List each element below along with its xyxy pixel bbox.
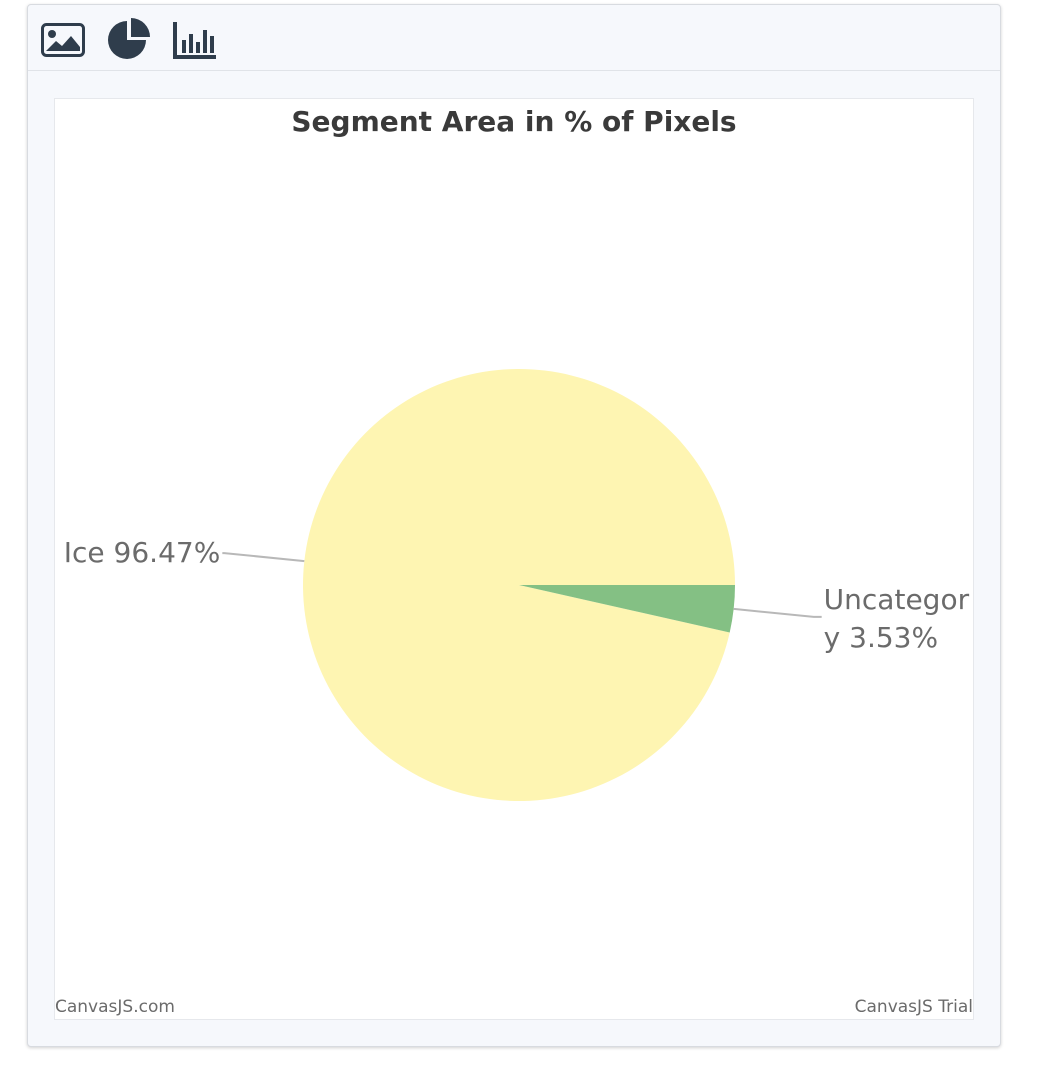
bar-chart-view-button[interactable] xyxy=(172,17,218,63)
pie-slice-uncategory[interactable] xyxy=(519,585,735,633)
leader-line-uncategory xyxy=(733,607,822,618)
chart-title: Segment Area in % of Pixels xyxy=(291,105,736,138)
credit-right: CanvasJS Trial xyxy=(854,997,973,1017)
pie-chart: Segment Area in % of Pixels Ice 96.47% Un… xyxy=(64,105,970,802)
bar-chart-icon xyxy=(173,22,216,59)
chart-panel: Segment Area in % of Pixels Ice 96.47% Un… xyxy=(27,4,1001,1047)
credit-left[interactable]: CanvasJS.com xyxy=(55,997,175,1017)
image-icon xyxy=(41,23,85,57)
pie-slice-ice[interactable] xyxy=(302,369,735,802)
chart-area: Segment Area in % of Pixels Ice 96.47% Un… xyxy=(54,98,974,1020)
slice-label-ice: Ice 96.47% xyxy=(64,536,221,569)
pie-chart-icon xyxy=(108,18,150,59)
image-view-button[interactable] xyxy=(40,17,86,63)
slice-label-uncategory: Uncategor y 3.53% xyxy=(824,583,970,654)
pie-chart-view-button[interactable] xyxy=(106,17,152,63)
leader-line-ice xyxy=(222,552,305,563)
view-toolbar xyxy=(28,5,1000,71)
